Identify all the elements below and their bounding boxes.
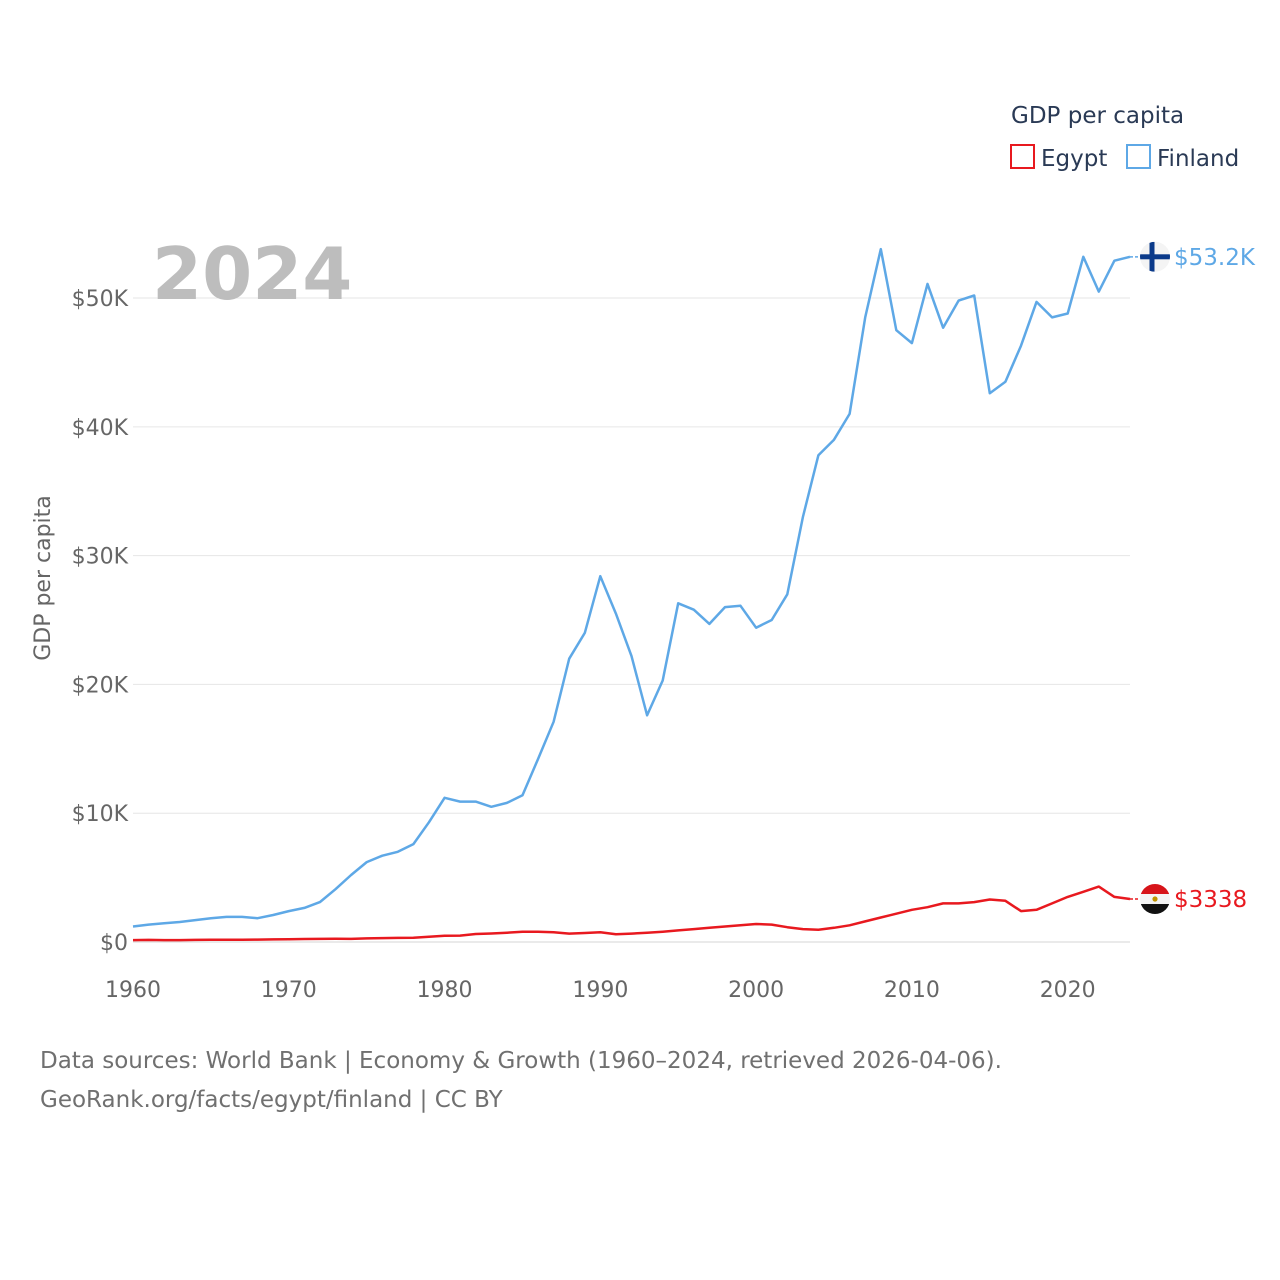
y-axis-ticks: $0 $10K $20K $30K $40K $50K [72, 287, 129, 956]
legend-label-finland: Finland [1157, 146, 1239, 172]
legend-item-finland[interactable]: Finland [1126, 144, 1239, 172]
legend-swatch-egypt [1010, 144, 1035, 169]
legend[interactable]: GDP per capita Egypt Finland [1010, 103, 1239, 172]
gridlines [133, 297, 1130, 943]
finland-end-marker: $53.2K [1130, 241, 1256, 272]
y-tick-label: $40K [72, 416, 129, 441]
x-tick-label: 1960 [105, 978, 161, 1003]
x-tick-label: 2020 [1040, 978, 1096, 1003]
x-tick-label: 2000 [728, 978, 784, 1003]
egypt-flag-icon [1140, 884, 1170, 914]
series-line-finland [132, 247, 1131, 928]
gdp-line-chart: $0 $10K $20K $30K $40K $50K 1960 1970 1980 1990 2… [31, 103, 1256, 1003]
egypt-end-marker: $3338 [1130, 884, 1247, 914]
finland-flag-icon [1140, 241, 1170, 272]
series-lines [132, 247, 1131, 942]
footer-sources: Data sources: World Bank | Economy & Gro… [40, 1048, 1002, 1074]
legend-swatch-finland [1126, 144, 1151, 169]
footer-url[interactable]: GeoRank.org/facts/egypt/finland | CC BY [40, 1087, 503, 1113]
series-line-egypt [132, 885, 1131, 942]
y-tick-label: $20K [72, 673, 129, 698]
finland-end-label: $53.2K [1174, 245, 1256, 271]
y-axis-title: GDP per capita [31, 495, 56, 661]
x-tick-label: 2010 [884, 978, 940, 1003]
x-tick-label: 1990 [572, 978, 628, 1003]
legend-item-egypt[interactable]: Egypt [1010, 144, 1107, 172]
x-axis-ticks: 1960 1970 1980 1990 2000 2010 2020 [105, 978, 1096, 1003]
y-tick-label: $50K [72, 287, 129, 312]
y-tick-label: $30K [72, 545, 129, 570]
footer: Data sources: World Bank | Economy & Gro… [40, 1042, 1002, 1120]
x-tick-label: 1980 [417, 978, 473, 1003]
y-tick-label: $10K [72, 802, 129, 827]
y-tick-label: $0 [100, 931, 128, 956]
egypt-end-label: $3338 [1174, 887, 1247, 913]
legend-label-egypt: Egypt [1041, 146, 1107, 172]
legend-title: GDP per capita [1011, 103, 1184, 129]
x-tick-label: 1970 [261, 978, 317, 1003]
year-label: 2024 [152, 232, 352, 316]
